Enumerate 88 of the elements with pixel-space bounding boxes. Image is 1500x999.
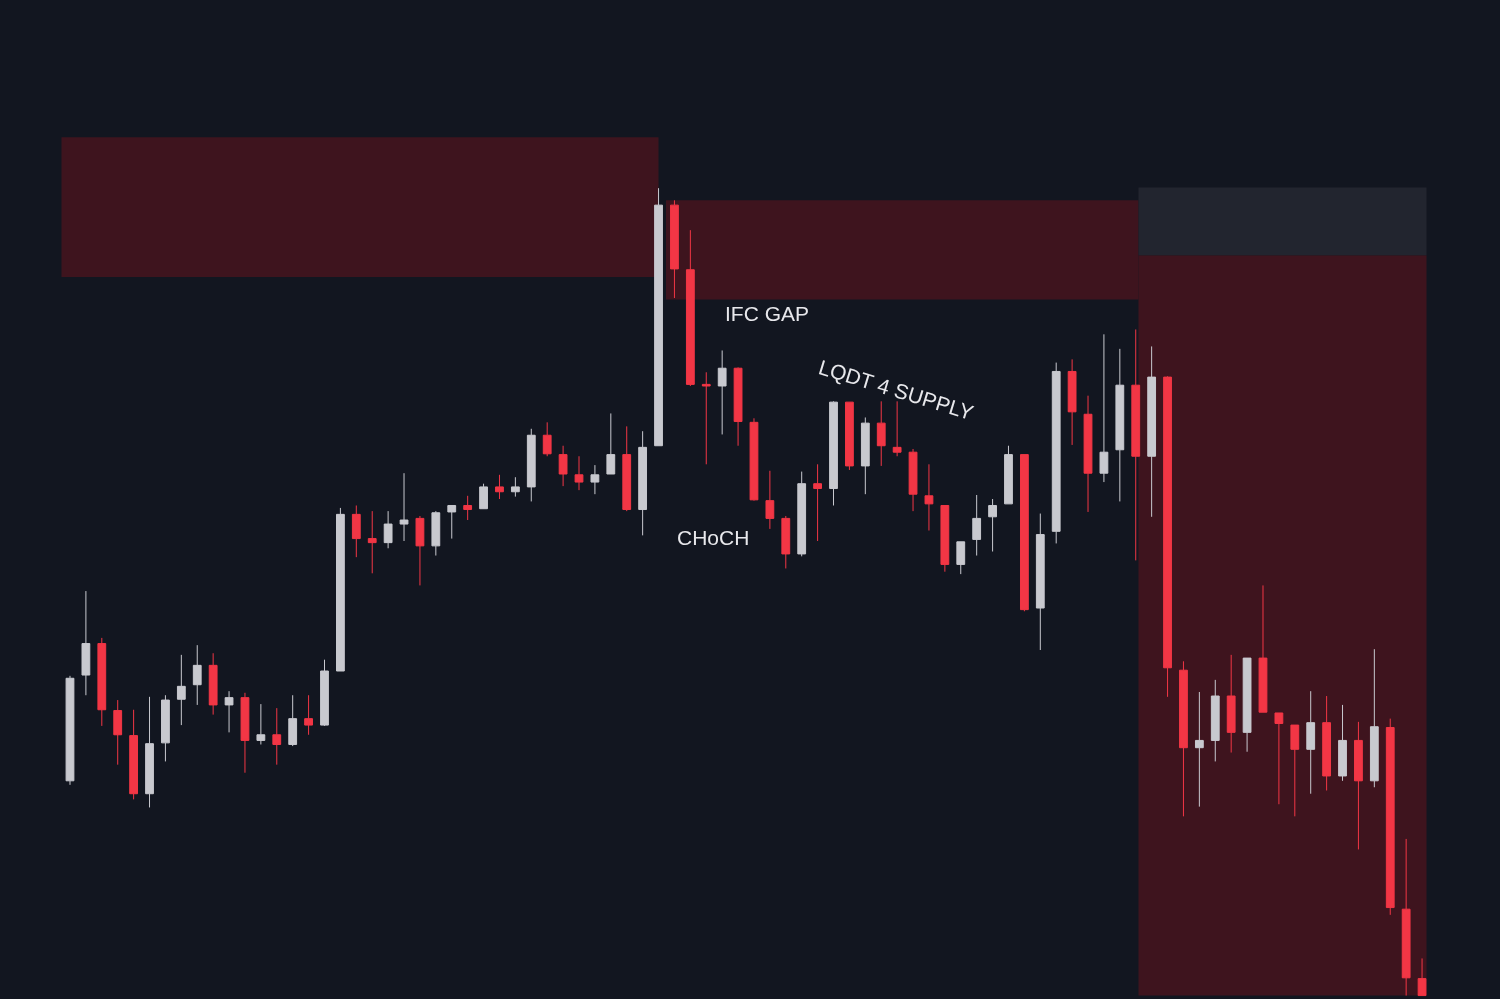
candlestick	[542, 421, 552, 457]
candlestick	[463, 495, 473, 521]
candlestick	[781, 515, 791, 569]
candlestick	[574, 455, 584, 491]
candlestick	[813, 463, 822, 542]
candlestick	[1258, 584, 1268, 713]
candlestick	[1401, 838, 1411, 997]
candlestick	[224, 690, 234, 733]
candlestick	[1067, 358, 1077, 446]
candlestick	[1083, 395, 1093, 513]
annotation: LQDT 4 SUPPLY	[816, 355, 977, 425]
candlestick	[956, 541, 966, 575]
candlestick	[1147, 345, 1157, 518]
candlestick	[1290, 724, 1300, 817]
candlestick	[65, 675, 75, 786]
candlestick	[415, 515, 425, 586]
candlestick	[988, 498, 997, 553]
candlestick	[1306, 690, 1316, 795]
candlestick	[1354, 721, 1363, 850]
candlestick	[129, 709, 139, 800]
candlestick	[1019, 454, 1029, 612]
candlestick	[145, 696, 154, 808]
candlestick	[192, 644, 202, 706]
candlestick	[320, 659, 329, 727]
candlestick	[304, 694, 313, 736]
candlestick	[765, 470, 775, 530]
candlestick	[240, 692, 250, 774]
candlestick	[1210, 679, 1220, 762]
candlestick	[526, 428, 536, 502]
candlestick	[383, 510, 393, 549]
candlestick	[1274, 712, 1284, 805]
candlestick	[479, 483, 488, 510]
candlestick	[288, 694, 298, 747]
candlestick	[1131, 328, 1141, 561]
candlestick	[924, 463, 934, 532]
candlestick	[447, 504, 457, 540]
candlestick	[1035, 513, 1045, 651]
candlestick	[1004, 445, 1013, 505]
candlestick	[685, 229, 695, 387]
candlestick	[1115, 348, 1125, 502]
candlestick	[622, 425, 632, 512]
candlestick	[940, 504, 950, 573]
candlestick	[590, 464, 600, 495]
candlestick	[336, 507, 345, 672]
candlestick	[606, 412, 616, 475]
candlestick	[1338, 704, 1347, 782]
candlestick	[510, 476, 520, 498]
candlestick	[208, 652, 218, 716]
candlestick	[972, 494, 982, 557]
candlestick	[1369, 648, 1379, 788]
candlestick	[272, 707, 282, 766]
candlestick	[1417, 957, 1427, 997]
candlestick	[733, 366, 743, 447]
candlestick	[1322, 695, 1332, 791]
candlestick	[749, 417, 759, 502]
candlestick	[113, 699, 123, 766]
candlestick	[717, 349, 727, 435]
candlestick	[495, 474, 504, 500]
candlestick	[161, 694, 170, 762]
candlestick	[876, 400, 886, 467]
candlestick	[1242, 657, 1252, 753]
candlestick	[1051, 362, 1061, 544]
candlestick	[1099, 333, 1109, 483]
candlestick	[797, 471, 807, 557]
candlestick	[558, 445, 568, 487]
candlestick	[81, 590, 91, 696]
annotation: IFC GAP	[725, 302, 810, 325]
candlestick	[431, 510, 441, 557]
candlestick	[367, 510, 377, 574]
candlestick	[1194, 691, 1204, 808]
candlestick	[1226, 654, 1236, 754]
candlestick	[701, 371, 711, 465]
annotation: CHoCH	[677, 526, 750, 549]
candlestick	[256, 703, 266, 745]
candlestick	[829, 400, 838, 506]
candlestick	[654, 187, 663, 447]
candlestick	[176, 654, 186, 726]
candlestick	[860, 416, 870, 495]
candlestick	[1385, 718, 1395, 916]
candlestick	[399, 472, 409, 542]
candlestick	[1163, 375, 1172, 698]
candlestick	[638, 430, 648, 536]
candlestick	[1179, 660, 1188, 817]
candlestick	[908, 448, 918, 512]
candlestick	[845, 401, 854, 471]
candlestick	[97, 637, 107, 727]
candlestick	[670, 199, 679, 299]
candlestick	[351, 504, 361, 558]
